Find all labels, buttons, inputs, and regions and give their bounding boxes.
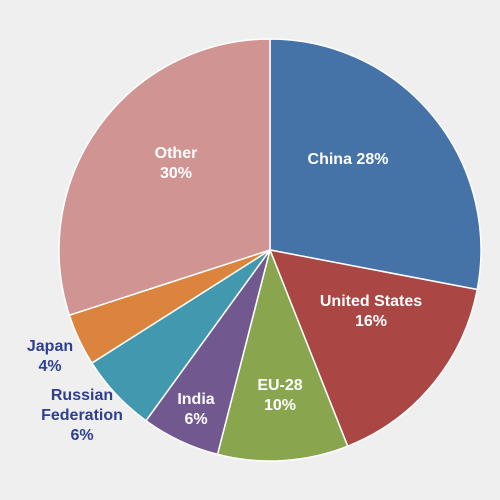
pie-label-line: 4% <box>38 358 61 375</box>
pie-label-line: 6% <box>184 411 207 428</box>
pie-label-eu-28: EU-28 10% <box>257 377 302 414</box>
pie-label-line: India <box>177 391 214 408</box>
pie-slice-united-states <box>268 249 479 448</box>
pie-label-other: Other 30% <box>155 145 198 182</box>
pie-label-line: United States <box>320 293 422 310</box>
pie-slice-other <box>58 38 271 317</box>
pie-label-line: 30% <box>160 165 192 182</box>
pie-label-russian-federation: Russian Federation 6% <box>41 387 123 444</box>
pie-label-line: Japan <box>27 338 73 355</box>
pie-label-india: India 6% <box>177 391 214 428</box>
pie-label-line: 10% <box>264 397 296 414</box>
pie-slice-china <box>269 38 482 291</box>
pie-label-china: China 28% <box>308 151 389 168</box>
pie-label-line: 6% <box>70 427 93 444</box>
pie-slices <box>58 38 482 462</box>
pie-label-japan: Japan 4% <box>27 338 73 375</box>
pie-label-line: China 28% <box>308 151 389 168</box>
pie-labels: China 28% United States 16% EU-28 10% India 6%… <box>27 145 422 444</box>
pie-label-line: Russian <box>51 387 113 404</box>
pie-label-line: Other <box>155 145 198 162</box>
pie-label-line: EU-28 <box>257 377 302 394</box>
pie-label-united-states: United States 16% <box>320 293 422 330</box>
pie-label-line: 16% <box>355 313 387 330</box>
pie-label-line: Federation <box>41 407 123 424</box>
pie-slice-eu-28 <box>216 247 349 462</box>
